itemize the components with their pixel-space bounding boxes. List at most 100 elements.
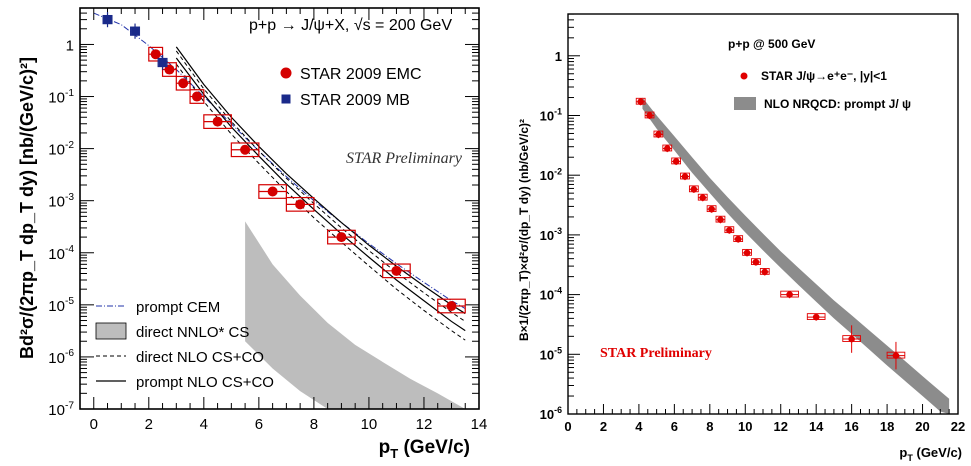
- emc-marker: [178, 78, 189, 89]
- y-tick-label: 10-4: [48, 244, 74, 263]
- emc-point: [189, 89, 205, 104]
- star-point: [733, 235, 744, 243]
- legend-mb-marker: [281, 94, 291, 104]
- emc-marker: [446, 301, 457, 312]
- star-point: [780, 290, 799, 299]
- y-tick-label: 1: [555, 49, 562, 64]
- legend-star-label: STAR J/ψ→e⁺e⁻, |y|<1: [761, 69, 887, 83]
- chart-left: 0 2 4 6 8 10 12 14 10-7 10-6 10-5 10-4 10-3 10-2 10-1 1…: [17, 7, 488, 461]
- emc-point: [327, 229, 356, 245]
- emc-point: [230, 142, 260, 158]
- star-marker: [717, 216, 724, 223]
- star-point: [806, 313, 826, 321]
- direct-nlo-upper: [175, 50, 466, 322]
- star-point: [842, 325, 861, 353]
- mb-marker: [103, 15, 112, 24]
- emc-marker: [295, 199, 306, 210]
- emc-marker: [240, 144, 251, 155]
- legend-nnlo-label: direct NNLO* CS: [136, 324, 249, 341]
- star-marker: [734, 235, 742, 243]
- x-tick-label: 0: [90, 416, 98, 433]
- star-point: [662, 144, 673, 153]
- star-marker: [663, 145, 671, 152]
- emc-marker: [267, 186, 278, 197]
- star-point: [653, 130, 664, 139]
- star-point: [688, 185, 699, 193]
- star-point: [742, 248, 752, 257]
- star-marker: [646, 112, 653, 119]
- x-tick-label: 14: [471, 416, 488, 433]
- chart-title: p+p → J/ψ+X, √s = 200 GeV: [249, 17, 452, 34]
- prompt-nlo-upper: [175, 46, 466, 315]
- y-tick-label: 10-3: [48, 192, 74, 211]
- star-point: [759, 268, 770, 276]
- mb-point: [157, 54, 168, 71]
- y-tick-label: 10-3: [540, 226, 562, 243]
- y-tick-label: 10-7: [48, 400, 74, 419]
- legend-prompt-nlo-label: prompt NLO CS+CO: [136, 374, 274, 391]
- mb-point: [102, 11, 113, 28]
- emc-point: [382, 263, 411, 279]
- star-point: [724, 226, 735, 234]
- y-axis-title: Bd²σ/(2πp_T dp_T dy) [nb/(GeV/c)²]: [17, 57, 37, 359]
- watermark: STAR Preliminary: [346, 150, 463, 167]
- star-marker: [812, 313, 820, 321]
- star-marker: [690, 186, 698, 193]
- emc-point: [148, 46, 164, 62]
- mb-marker: [158, 58, 167, 67]
- x-tick-label: 4: [200, 416, 208, 433]
- star-marker: [708, 205, 715, 213]
- legend-emc-marker: [280, 67, 292, 79]
- x-tick-label: 22: [951, 419, 965, 434]
- emc-point: [258, 184, 287, 199]
- mb-syst-box: [157, 57, 168, 68]
- mb-marker: [131, 27, 140, 36]
- x-tick-label: 20: [915, 419, 929, 434]
- emc-point: [437, 298, 466, 314]
- y-tick-label: 10-6: [540, 405, 562, 422]
- star-marker: [786, 291, 793, 298]
- nnlo-band: [245, 221, 466, 409]
- star-point: [644, 111, 655, 120]
- star-marker: [848, 335, 855, 343]
- x-axis-title: pT (GeV/c): [379, 437, 470, 461]
- emc-point: [203, 114, 232, 129]
- x-tick-label: 6: [255, 416, 263, 433]
- emc-marker: [150, 49, 161, 60]
- star-marker: [655, 131, 662, 138]
- star-point: [680, 172, 690, 181]
- y-tick-label: 10-1: [48, 88, 74, 107]
- star-marker: [752, 258, 760, 266]
- legend-direct-nlo-label: direct NLO CS+CO: [136, 349, 264, 366]
- star-point: [751, 258, 761, 266]
- star-marker: [726, 226, 733, 234]
- x-tick-label: 2: [600, 419, 607, 434]
- emc-point: [175, 75, 191, 91]
- x-tick-label: 16: [844, 419, 858, 434]
- mb-point: [130, 23, 141, 39]
- y-tick-label: 10-2: [48, 140, 74, 159]
- emc-marker: [191, 91, 202, 102]
- y-tick-label: 10-5: [540, 345, 562, 362]
- star-marker: [892, 352, 900, 359]
- star-point: [671, 157, 682, 166]
- x-tick-label: 8: [310, 416, 318, 433]
- star-point: [697, 193, 708, 202]
- star-point: [715, 215, 726, 224]
- x-axis-title: pT (GeV/c): [899, 445, 962, 463]
- star-point: [886, 341, 906, 370]
- star-marker: [761, 268, 769, 276]
- emc-point: [285, 196, 315, 212]
- chart-right: 0 2 4 6 8 10 12 14 16 18 20 22 10-6 10-5 10-4 10-3 10-2 1…: [517, 13, 965, 463]
- x-tick-label: 10: [738, 419, 752, 434]
- x-tick-label: 8: [706, 419, 713, 434]
- star-marker: [743, 249, 751, 257]
- star-marker: [681, 173, 689, 180]
- y-tick-label: 10-4: [540, 286, 562, 303]
- x-tick-label: 2: [145, 416, 153, 433]
- legend-nrqcd-swatch: [734, 97, 756, 110]
- x-tick-label: 0: [564, 419, 571, 434]
- y-tick-label: 10-2: [540, 166, 562, 183]
- y-tick-label: 1: [66, 37, 74, 54]
- x-tick-label: 6: [671, 419, 678, 434]
